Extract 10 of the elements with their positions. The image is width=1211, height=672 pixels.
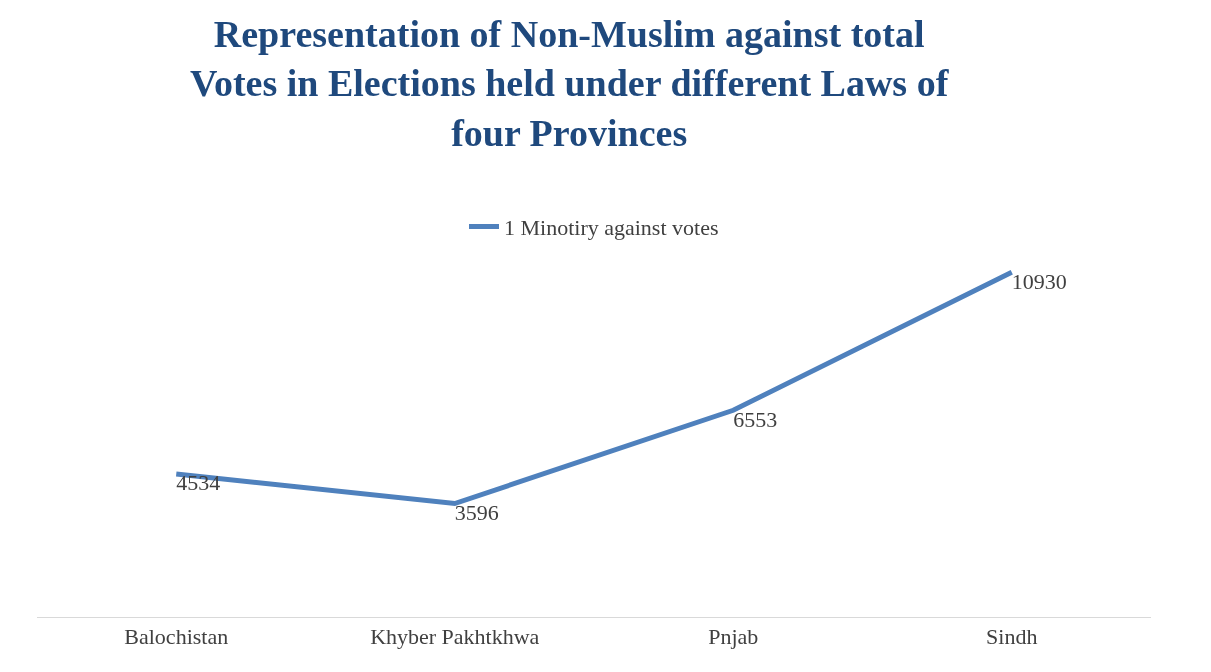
data-label: 4534: [176, 470, 221, 496]
chart-title: Representation of Non-Muslim against total Votes in Elections held under different Laws of four Provinces: [190, 13, 950, 154]
x-tick-label: Sindh: [986, 624, 1038, 650]
x-tick-label: Pnjab: [708, 624, 759, 650]
legend-label: 1 Minotiry against votes: [504, 215, 719, 241]
data-label: 6553: [733, 406, 778, 432]
data-label: 3596: [454, 500, 499, 526]
x-tick-label: Khyber Pakhtkhwa: [370, 624, 540, 650]
x-tick-label: Balochistan: [124, 624, 229, 650]
data-label: 10930: [1011, 268, 1067, 294]
